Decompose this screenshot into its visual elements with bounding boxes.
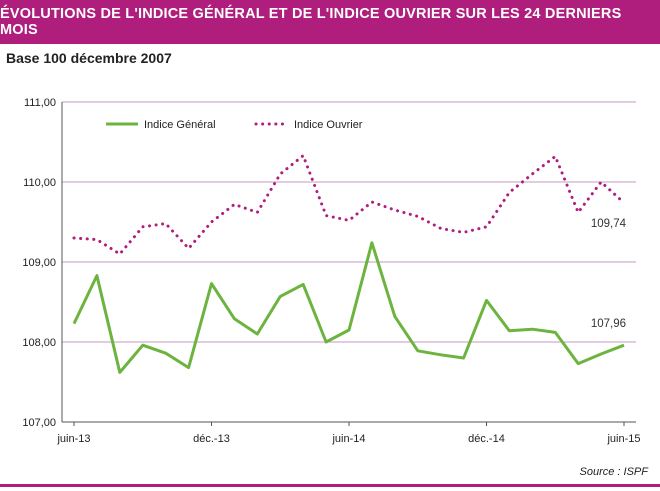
line-chart: 107,00 108,00 109,00 110,00 111,00 juin-13 déc… [22,97,640,445]
end-value-label: 109,74 [591,218,627,230]
end-value-label: 107,96 [591,318,626,330]
legend-label: Indice Ouvrier [294,119,363,131]
x-tick-label: déc.-13 [193,433,230,445]
series-line-indice-general [72,241,625,374]
y-tick-label: 109,00 [22,257,56,269]
legend-label: Indice Général [144,119,216,131]
x-tick-label: juin-15 [606,433,640,445]
y-tick-label: 111,00 [24,97,56,109]
source-note: Source : ISPF [579,466,648,478]
page-title: ÉVOLUTIONS DE L'INDICE GÉNÉRAL ET DE L'I… [0,0,660,44]
x-tick-label: déc.-14 [468,433,505,445]
series-line-indice-ouvrier [72,154,626,256]
base-note: Base 100 décembre 2007 [6,50,172,66]
footer-divider [0,484,660,487]
x-tick-label: juin-13 [56,433,90,445]
x-tick-label: juin-14 [331,433,365,445]
y-tick-label: 107,00 [22,417,56,429]
y-tick-label: 110,00 [23,177,56,189]
y-tick-label: 108,00 [22,337,56,349]
